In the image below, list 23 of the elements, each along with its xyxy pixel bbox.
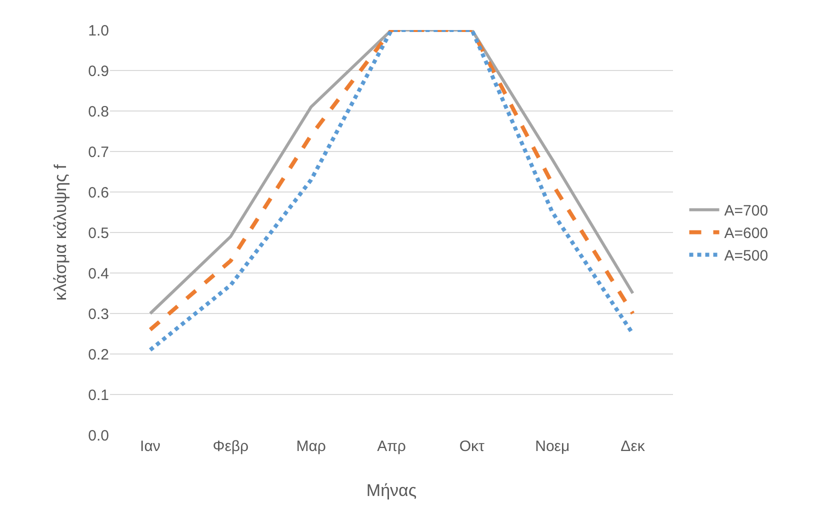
y-tick-label: 0.1 (88, 386, 109, 404)
x-tick-label: Φεβρ (212, 438, 249, 455)
y-axis-title: κλάσμα κάλυψης f (51, 164, 70, 301)
x-tick-label: Μαρ (296, 438, 326, 455)
x-tick-label: Απρ (377, 438, 406, 455)
x-tick-label: Νοεμ (535, 438, 570, 455)
legend-label: A=700 (724, 202, 768, 220)
y-tick-label: 0.4 (88, 265, 109, 282)
y-tick-label: 0.6 (88, 184, 109, 202)
y-tick-label: 0.7 (88, 144, 109, 161)
y-tick-label: 0.2 (88, 346, 109, 364)
y-tick-label: 0.3 (88, 306, 109, 323)
x-tick-label: Ιαν (140, 438, 160, 455)
y-tick-label: 0.8 (88, 103, 109, 120)
y-tick-label: 0.0 (88, 427, 109, 444)
legend-label: A=600 (724, 225, 768, 242)
y-tick-label: 0.9 (88, 62, 109, 80)
x-tick-label: Δεκ (620, 438, 646, 455)
y-tick-label: 0.5 (88, 224, 109, 242)
x-tick-label: Οκτ (459, 438, 485, 455)
legend-label: A=500 (724, 248, 768, 265)
y-tick-label: 1.0 (88, 22, 109, 40)
x-axis-title: Μήνας (366, 481, 417, 500)
